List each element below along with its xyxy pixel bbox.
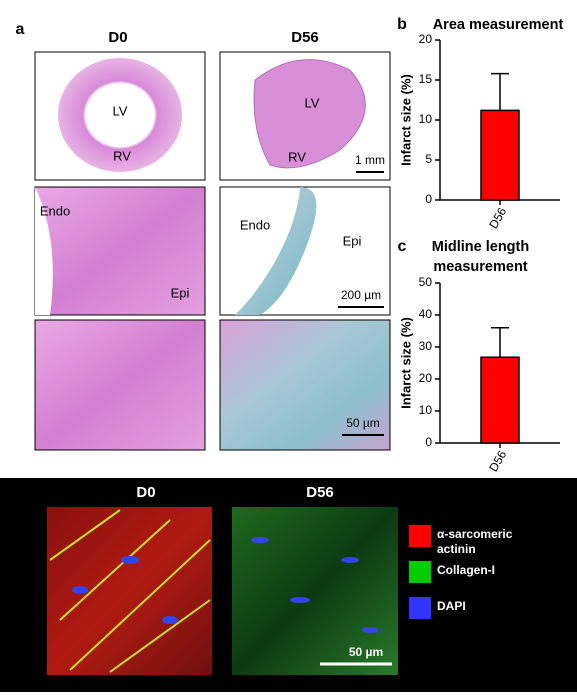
legend-label: α-sarcomeric actinin (437, 527, 513, 556)
scale-bar-label: 50 µm (349, 645, 383, 659)
legend-swatch (409, 561, 431, 583)
legend-swatch (409, 525, 431, 547)
fluorescence-image (47, 507, 212, 675)
x-tick-label: D56 (486, 448, 509, 474)
chart-title: Area measurement (432, 17, 564, 33)
nuclei (72, 537, 378, 633)
y-tick-label: 0 (425, 192, 432, 206)
y-tick-label: 50 (419, 275, 433, 289)
image-label: RV (113, 148, 131, 163)
fiber-pattern (49, 509, 211, 673)
y-tick-label: 10 (419, 112, 433, 126)
histology-image (235, 187, 317, 315)
panel-label: d (9, 484, 19, 501)
histology-image (34, 186, 206, 316)
legend-label: DAPI (437, 599, 466, 613)
image-label: Endo (40, 203, 70, 218)
tissue-edge (35, 187, 53, 315)
bar (480, 109, 520, 201)
bar (480, 356, 520, 444)
column-label: D0 (108, 29, 127, 46)
x-tick-label: D56 (486, 205, 509, 231)
image-label: LV (113, 103, 128, 118)
panel-label: a (16, 21, 25, 38)
histology-image (253, 59, 366, 169)
image-label: Endo (240, 217, 270, 232)
histology-image (34, 319, 206, 451)
y-tick-label: 20 (419, 32, 433, 46)
y-tick-label: 10 (419, 403, 433, 417)
column-label: D56 (306, 484, 334, 501)
y-tick-label: 5 (425, 152, 432, 166)
image-label: RV (288, 149, 306, 164)
y-tick-label: 20 (419, 371, 433, 385)
y-tick-label: 40 (419, 307, 433, 321)
y-tick-label: 15 (419, 72, 433, 86)
y-axis-label: Infarct size (%) (398, 317, 413, 409)
legend-swatch (409, 597, 431, 619)
panel-label: c (398, 238, 407, 255)
image-label: Epi (343, 233, 362, 248)
scale-bar-label: 200 µm (341, 288, 381, 302)
y-tick-label: 30 (419, 339, 433, 353)
fluorescence-image (232, 507, 398, 675)
panel-label: b (397, 16, 407, 33)
legend-label: Collagen-I (437, 563, 496, 577)
histology-image (58, 58, 182, 172)
scale-bar-label: 1 mm (355, 153, 385, 167)
image-label: Epi (171, 285, 190, 300)
y-axis-label: Infarct size (%) (398, 74, 413, 166)
histology-image (219, 319, 391, 451)
column-label: D0 (136, 484, 155, 501)
column-label: D56 (291, 29, 319, 46)
image-label: LV (305, 95, 320, 110)
y-tick-label: 0 (425, 435, 432, 449)
chart-title: Midline length measurement (431, 239, 530, 275)
scale-bar-label: 50 µm (346, 416, 380, 430)
